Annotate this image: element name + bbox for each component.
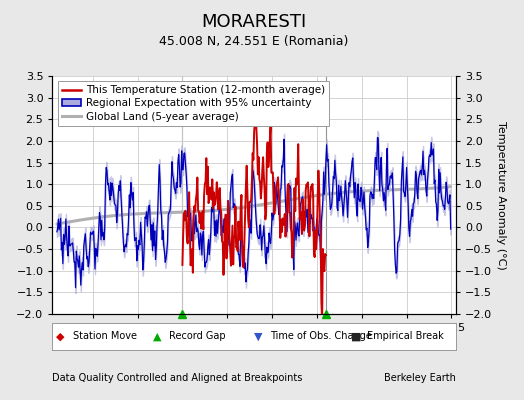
Text: ■: ■ [351,331,362,341]
Text: Station Move: Station Move [72,331,137,341]
Text: ◆: ◆ [57,331,65,341]
Legend: This Temperature Station (12-month average), Regional Expectation with 95% uncer: This Temperature Station (12-month avera… [58,81,329,126]
Y-axis label: Temperature Anomaly (°C): Temperature Anomaly (°C) [496,121,506,269]
Text: ▼: ▼ [254,331,263,341]
Text: Record Gap: Record Gap [169,331,226,341]
Text: Empirical Break: Empirical Break [367,331,444,341]
Text: ▲: ▲ [153,331,162,341]
Text: MORARESTI: MORARESTI [202,13,307,31]
Text: Time of Obs. Change: Time of Obs. Change [270,331,372,341]
Text: Data Quality Controlled and Aligned at Breakpoints: Data Quality Controlled and Aligned at B… [52,373,303,383]
Text: 45.008 N, 24.551 E (Romania): 45.008 N, 24.551 E (Romania) [159,36,349,48]
Text: Berkeley Earth: Berkeley Earth [384,373,456,383]
